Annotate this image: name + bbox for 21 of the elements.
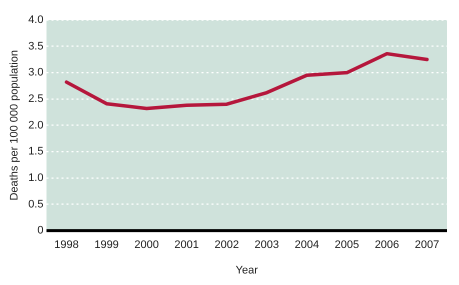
- x-tick-label: 2003: [254, 239, 280, 252]
- y-tick-label: 1.5: [28, 146, 44, 158]
- x-tick-label: 1999: [94, 239, 119, 252]
- y-tick-label: 4.0: [28, 14, 44, 26]
- x-tick-label: 2005: [334, 239, 360, 252]
- y-tick-label: 1.0: [28, 172, 44, 184]
- y-tick-label: 3.0: [28, 66, 44, 79]
- y-axis-title: Deaths per 100 000 population: [8, 50, 21, 201]
- x-tick-label: 2002: [214, 239, 239, 252]
- y-tick-label: 0: [37, 224, 44, 237]
- y-tick-label: 0.5: [28, 198, 44, 210]
- y-tick-label: 3.5: [28, 40, 44, 52]
- x-tick-label: 1998: [54, 239, 79, 252]
- y-tick-label: 2.0: [28, 119, 44, 132]
- x-tick-label: 2001: [174, 239, 199, 252]
- x-tick-label: 2000: [134, 239, 159, 252]
- x-tick-label: 2007: [414, 239, 440, 252]
- x-axis-title: Year: [236, 264, 258, 276]
- x-tick-label: 2006: [374, 239, 400, 252]
- y-tick-label: 2.5: [28, 93, 44, 106]
- x-tick-label: 2004: [294, 239, 320, 252]
